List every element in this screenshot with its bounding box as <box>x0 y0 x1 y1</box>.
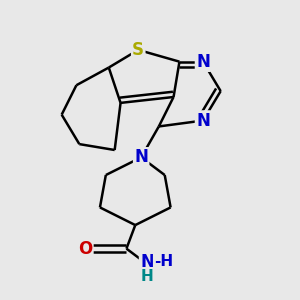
Text: N: N <box>196 112 210 130</box>
Text: N: N <box>134 148 148 166</box>
Text: N: N <box>196 53 210 71</box>
Text: S: S <box>132 41 144 59</box>
Text: H: H <box>141 269 153 284</box>
Text: N: N <box>140 253 154 271</box>
Text: -H: -H <box>154 254 173 269</box>
Text: O: O <box>78 240 92 258</box>
